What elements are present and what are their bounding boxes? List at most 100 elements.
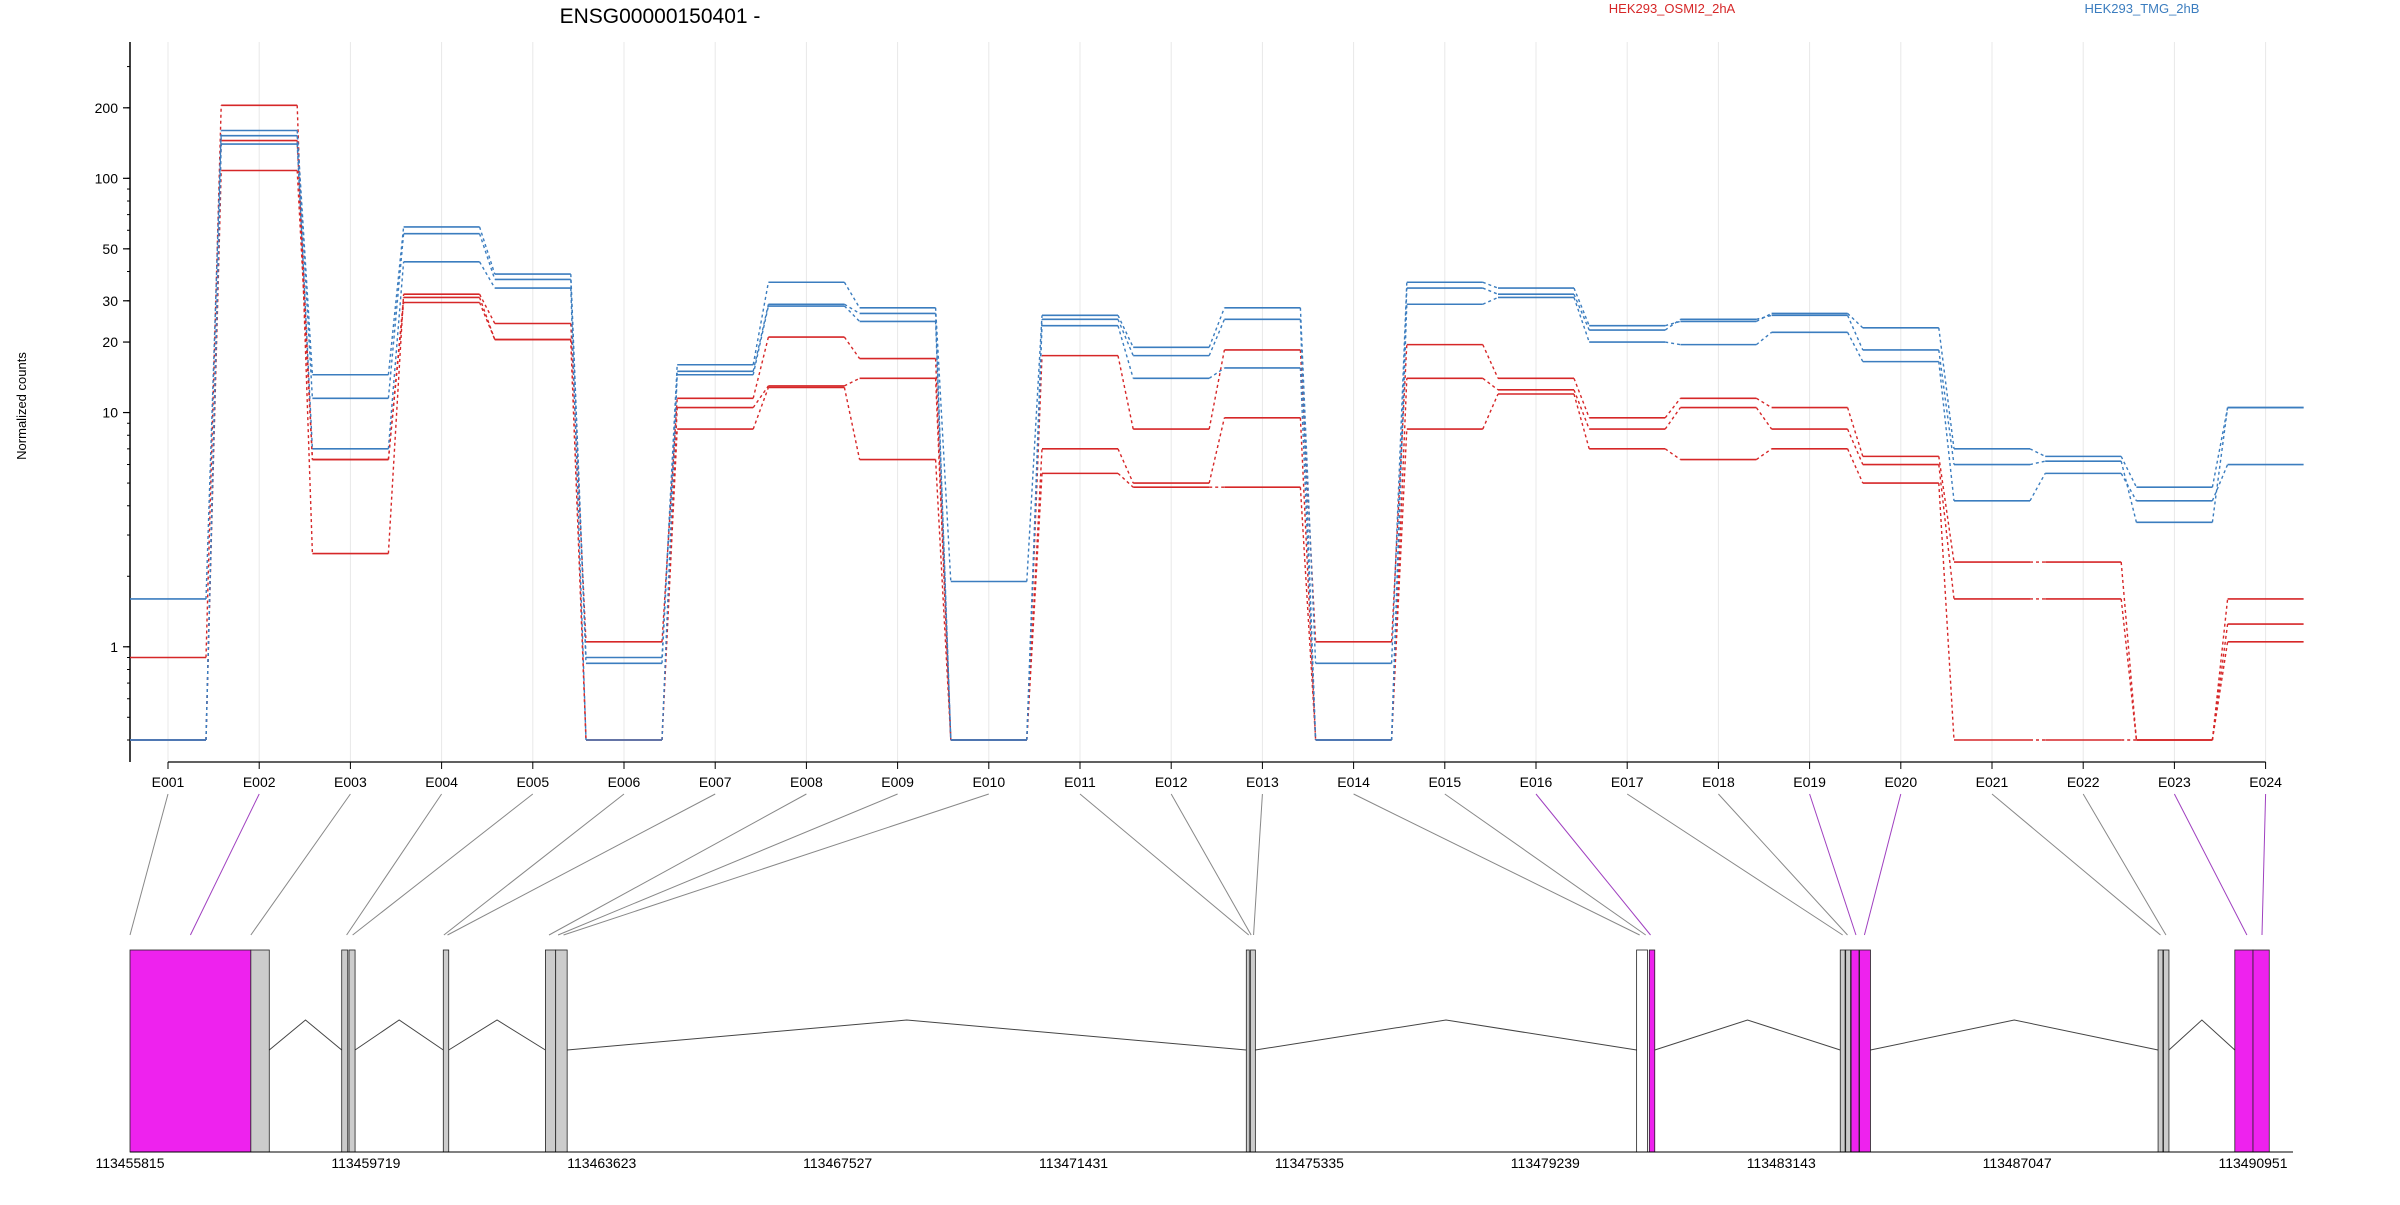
exon-link-e005	[352, 793, 534, 936]
connector	[1482, 281, 1499, 289]
y-tick-label: 50	[102, 241, 118, 257]
connector	[1482, 296, 1499, 305]
connector	[1299, 487, 1317, 741]
connector	[1938, 327, 1955, 449]
x-tick-label-e023: E023	[2158, 774, 2191, 790]
x-tick-label-e013: E013	[1246, 774, 1279, 790]
connector	[843, 387, 861, 460]
x-tick-label-e019: E019	[1793, 774, 1826, 790]
exon-link-e004	[346, 793, 443, 936]
connector	[1026, 473, 1043, 741]
exon-link-e016	[1535, 793, 1651, 936]
series-osmi-2	[130, 139, 2304, 741]
chart-title: ENSG00000150401 -	[560, 5, 761, 28]
x-tick-label-e012: E012	[1155, 774, 1188, 790]
connector	[1482, 377, 1499, 391]
y-tick-label: 1	[110, 639, 118, 655]
connector	[2211, 623, 2229, 741]
connector	[570, 339, 587, 741]
exon-block	[1245, 949, 1250, 1153]
connector	[1208, 319, 1226, 356]
x-tick-label-e003: E003	[334, 774, 367, 790]
connector	[661, 429, 678, 741]
connector	[1390, 282, 1408, 664]
connector	[1482, 393, 1499, 430]
connector	[205, 130, 222, 600]
intron-line	[2168, 1019, 2236, 1051]
x-tick-label-e024: E024	[2249, 774, 2282, 790]
connector	[1299, 367, 1317, 741]
connector	[1846, 315, 1864, 351]
connector	[1117, 355, 1134, 430]
connector	[1390, 304, 1408, 741]
exon-link-e012	[1170, 793, 1252, 936]
connector	[1755, 331, 1773, 346]
connector	[661, 398, 678, 642]
genome-tick-label: 113479239	[1511, 1155, 1580, 1171]
x-tick-label-e009: E009	[881, 774, 914, 790]
exon-link-e020	[1863, 793, 1902, 936]
y-tick-label: 30	[102, 293, 118, 309]
connector	[2029, 448, 2046, 458]
connector	[752, 387, 770, 430]
x-tick-label-e021: E021	[1976, 774, 2009, 790]
legend-label-osmi: HEK293_OSMI2_2hA	[1609, 1, 1736, 16]
connector	[934, 313, 952, 741]
exon-block	[1850, 949, 1860, 1153]
connector	[752, 336, 770, 399]
exon-link-e024	[2261, 793, 2267, 936]
connector	[205, 144, 222, 741]
connector	[1846, 448, 1864, 484]
exon-link-e010	[563, 793, 989, 936]
series-osmi-1	[130, 104, 2304, 741]
intron-line	[1870, 1019, 2159, 1051]
connector	[296, 170, 314, 460]
genome-tick-label: 113490951	[2218, 1155, 2287, 1171]
exon-block	[250, 949, 270, 1153]
connector	[478, 226, 496, 275]
exon-link-e015	[1444, 793, 1646, 936]
connector	[1756, 397, 1772, 409]
connector	[1573, 378, 1590, 419]
x-tick-label-e018: E018	[1702, 774, 1735, 790]
exon-block	[1839, 949, 1846, 1153]
connector	[2211, 407, 2229, 488]
y-tick-label: 20	[102, 334, 118, 350]
intron-line	[567, 1019, 1247, 1051]
vertical-gridlines	[167, 42, 2267, 762]
connector	[2211, 464, 2229, 502]
exon-link-e013	[1253, 793, 1263, 936]
genome-axis: 113455815 113459719 113463623 113467527 1134…	[95, 1155, 2287, 1171]
connector	[1664, 397, 1681, 419]
exon-block	[2163, 949, 2170, 1153]
exon-block	[1845, 949, 1851, 1153]
series-lines	[130, 104, 2304, 741]
x-tick-label-e008: E008	[790, 774, 823, 790]
connector	[1938, 456, 1955, 563]
genome-tick-label: 113455815	[95, 1155, 164, 1171]
connector	[1847, 312, 1864, 329]
connector	[752, 385, 769, 408]
exon-block	[442, 949, 450, 1153]
connector	[2120, 456, 2138, 488]
connector	[296, 144, 314, 449]
exon-link-e019	[1809, 793, 1857, 936]
connector	[843, 305, 861, 322]
exon-block	[348, 949, 356, 1153]
x-tick-label-e014: E014	[1337, 774, 1370, 790]
connector	[478, 261, 496, 289]
intron-line	[354, 1019, 444, 1051]
connector	[1664, 407, 1681, 430]
connector	[205, 140, 222, 741]
genome-tick-label: 113487047	[1983, 1155, 2052, 1171]
x-tick-label-e001: E001	[152, 774, 185, 790]
connector	[387, 302, 405, 460]
series-osmi-3	[130, 169, 2304, 741]
exon-block	[2234, 949, 2254, 1153]
connector	[387, 294, 405, 554]
connector	[1117, 472, 1134, 488]
connector	[843, 336, 861, 359]
connector	[1573, 287, 1590, 326]
